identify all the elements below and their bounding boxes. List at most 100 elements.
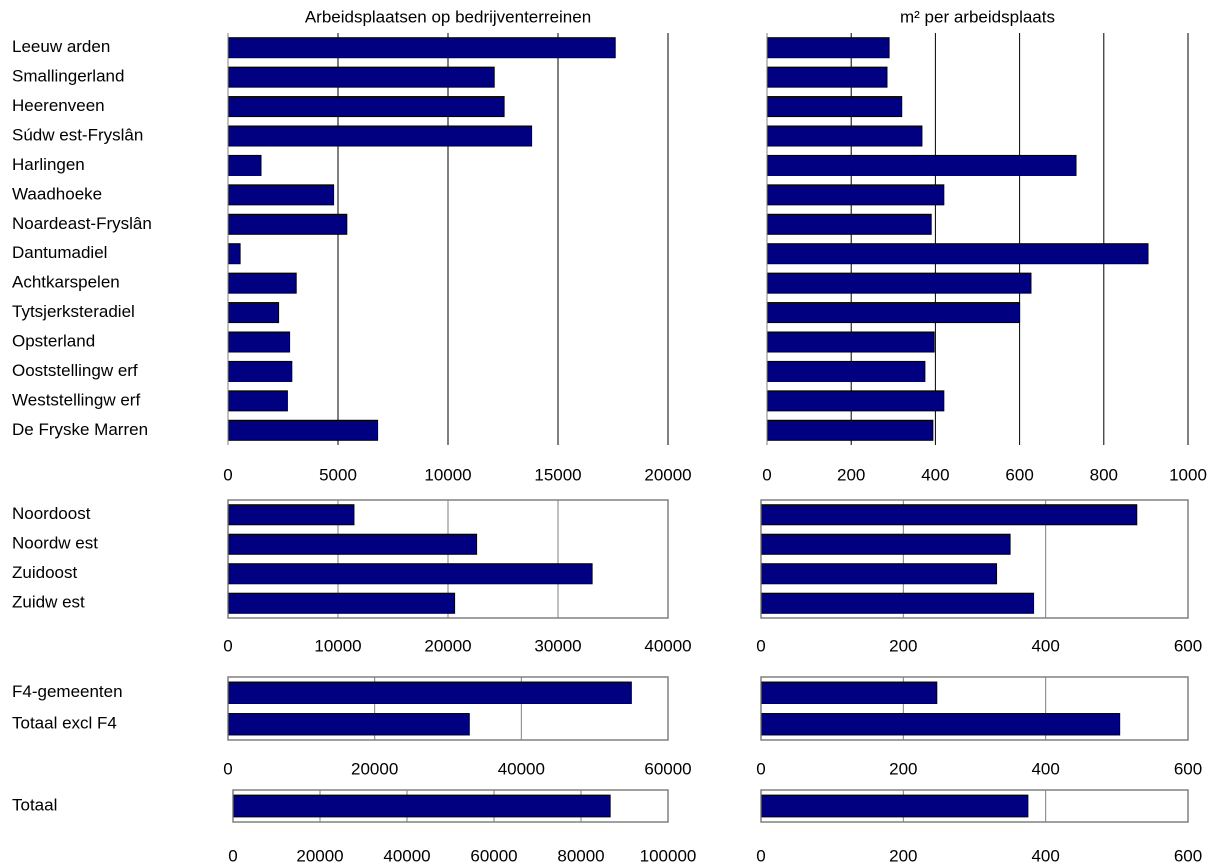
category-label: Zuidoost bbox=[12, 563, 77, 582]
x-tick-label: 200 bbox=[889, 759, 917, 778]
bar bbox=[227, 154, 262, 176]
bar bbox=[766, 125, 923, 147]
bar bbox=[227, 96, 505, 118]
bar bbox=[760, 794, 1029, 818]
category-label: Heerenveen bbox=[12, 96, 105, 115]
x-tick-label: 20000 bbox=[644, 465, 691, 484]
category-label: Noardeast-Fryslân bbox=[12, 214, 152, 233]
x-tick-label: 200 bbox=[837, 465, 865, 484]
x-tick-label: 400 bbox=[1031, 759, 1059, 778]
x-tick-label: 40000 bbox=[644, 636, 691, 655]
x-tick-label: 600 bbox=[1174, 636, 1202, 655]
category-label: Leeuw arden bbox=[12, 37, 110, 56]
bar bbox=[766, 360, 926, 382]
bar bbox=[227, 592, 456, 614]
x-tick-label: 600 bbox=[1174, 846, 1202, 865]
x-tick-label: 600 bbox=[1005, 465, 1033, 484]
bar bbox=[760, 592, 1035, 614]
x-tick-label: 0 bbox=[756, 759, 765, 778]
x-tick-label: 100000 bbox=[640, 846, 697, 865]
x-tick-label: 200 bbox=[889, 846, 917, 865]
bar bbox=[227, 184, 335, 206]
category-label: De Fryske Marren bbox=[12, 420, 148, 439]
bar bbox=[227, 360, 293, 382]
bar bbox=[227, 272, 297, 294]
category-label: Noordw est bbox=[12, 534, 98, 553]
category-label: Totaal excl F4 bbox=[12, 714, 117, 733]
x-tick-label: 400 bbox=[1031, 636, 1059, 655]
x-tick-label: 0 bbox=[223, 636, 232, 655]
bar bbox=[227, 302, 280, 324]
x-tick-label: 20000 bbox=[296, 846, 343, 865]
category-label: Smallingerland bbox=[12, 67, 124, 86]
bar bbox=[766, 66, 888, 88]
bar bbox=[766, 96, 903, 118]
x-tick-label: 400 bbox=[1031, 846, 1059, 865]
bar bbox=[760, 713, 1121, 736]
category-label: Opsterland bbox=[12, 331, 95, 350]
bar bbox=[227, 419, 379, 441]
bar bbox=[760, 504, 1138, 526]
category-label: Ooststellingw erf bbox=[12, 361, 138, 380]
x-tick-label: 10000 bbox=[314, 636, 361, 655]
x-tick-label: 0 bbox=[223, 759, 232, 778]
bar bbox=[227, 37, 616, 59]
bar bbox=[766, 154, 1077, 176]
bar bbox=[766, 419, 934, 441]
category-label: Noordoost bbox=[12, 504, 91, 523]
category-label: Waadhoeke bbox=[12, 184, 102, 203]
x-tick-label: 600 bbox=[1174, 759, 1202, 778]
x-tick-label: 60000 bbox=[470, 846, 517, 865]
x-tick-label: 0 bbox=[228, 846, 237, 865]
x-tick-label: 30000 bbox=[534, 636, 581, 655]
x-tick-label: 800 bbox=[1090, 465, 1118, 484]
category-label: Súdw est-Fryslân bbox=[12, 125, 143, 144]
category-label: Weststellingw erf bbox=[12, 390, 140, 409]
bar bbox=[760, 533, 1011, 555]
bar bbox=[227, 713, 470, 736]
bar bbox=[766, 331, 935, 353]
bar bbox=[766, 184, 945, 206]
bar bbox=[766, 302, 1021, 324]
bar bbox=[766, 37, 890, 59]
category-label: Tytsjerksteradiel bbox=[12, 302, 135, 321]
x-tick-label: 80000 bbox=[557, 846, 604, 865]
bar bbox=[232, 794, 611, 818]
chart-title: Arbeidsplaatsen op bedrijventerreinen bbox=[305, 7, 591, 26]
x-tick-label: 40000 bbox=[383, 846, 430, 865]
x-tick-label: 15000 bbox=[534, 465, 581, 484]
bar bbox=[227, 331, 291, 353]
bar bbox=[766, 272, 1032, 294]
x-tick-label: 0 bbox=[223, 465, 232, 484]
bar bbox=[766, 390, 945, 412]
bar bbox=[227, 390, 288, 412]
bar bbox=[227, 125, 533, 147]
x-tick-label: 0 bbox=[756, 846, 765, 865]
x-tick-label: 10000 bbox=[424, 465, 471, 484]
bar bbox=[760, 563, 998, 585]
category-label: Achtkarspelen bbox=[12, 273, 120, 292]
x-tick-label: 20000 bbox=[351, 759, 398, 778]
category-label: Harlingen bbox=[12, 155, 85, 174]
bar bbox=[227, 681, 632, 704]
bar bbox=[760, 681, 938, 704]
x-tick-label: 40000 bbox=[498, 759, 545, 778]
bar bbox=[766, 213, 932, 235]
category-label: F4-gemeenten bbox=[12, 682, 123, 701]
bar bbox=[227, 504, 355, 526]
x-tick-label: 60000 bbox=[644, 759, 691, 778]
x-tick-label: 400 bbox=[921, 465, 949, 484]
x-tick-label: 1000 bbox=[1169, 465, 1207, 484]
bar bbox=[227, 533, 478, 555]
x-tick-label: 200 bbox=[889, 636, 917, 655]
bar bbox=[227, 213, 348, 235]
bar bbox=[227, 66, 495, 88]
bar bbox=[766, 243, 1149, 265]
x-tick-label: 0 bbox=[762, 465, 771, 484]
x-tick-label: 5000 bbox=[319, 465, 357, 484]
category-label: Dantumadiel bbox=[12, 243, 107, 262]
x-tick-label: 20000 bbox=[424, 636, 471, 655]
bar bbox=[227, 243, 241, 265]
category-label: Zuidw est bbox=[12, 593, 85, 612]
